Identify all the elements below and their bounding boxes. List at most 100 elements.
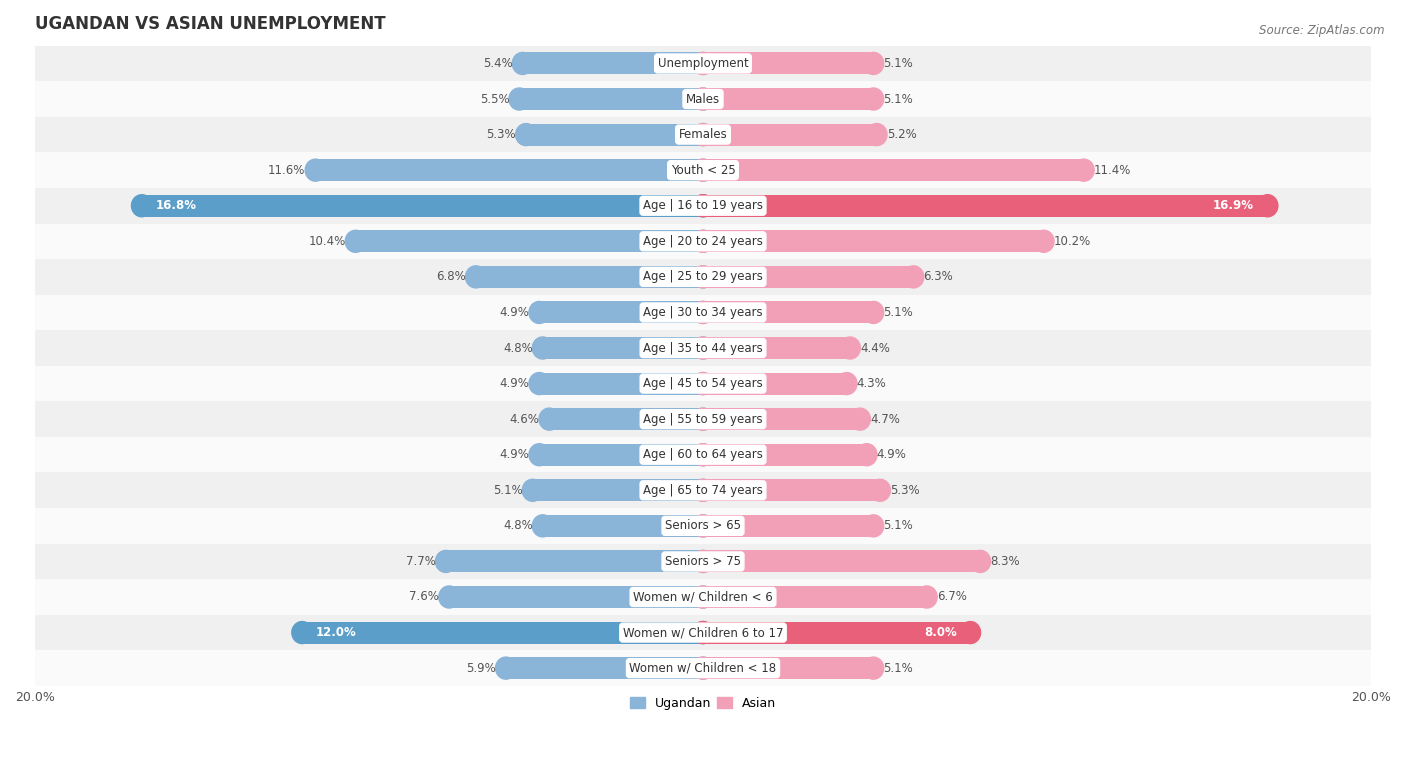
- Circle shape: [693, 515, 713, 537]
- Circle shape: [292, 621, 312, 643]
- Bar: [35, 330, 1371, 366]
- Text: 5.2%: 5.2%: [887, 128, 917, 141]
- Text: 6.7%: 6.7%: [936, 590, 967, 603]
- Text: 7.6%: 7.6%: [409, 590, 439, 603]
- Bar: [35, 81, 1371, 117]
- Circle shape: [693, 88, 713, 110]
- Circle shape: [866, 123, 887, 145]
- Circle shape: [903, 266, 924, 288]
- Circle shape: [693, 479, 713, 501]
- Text: 5.9%: 5.9%: [467, 662, 496, 674]
- Circle shape: [529, 301, 550, 323]
- Bar: [543, 515, 703, 537]
- Circle shape: [693, 550, 713, 572]
- Circle shape: [693, 372, 713, 394]
- Text: Women w/ Children < 6: Women w/ Children < 6: [633, 590, 773, 603]
- Circle shape: [970, 550, 991, 572]
- Circle shape: [693, 550, 713, 572]
- Bar: [533, 479, 703, 501]
- Circle shape: [516, 123, 536, 145]
- Circle shape: [1033, 230, 1054, 252]
- Circle shape: [693, 88, 713, 110]
- Text: UGANDAN VS ASIAN UNEMPLOYMENT: UGANDAN VS ASIAN UNEMPLOYMENT: [35, 15, 385, 33]
- Legend: Ugandan, Asian: Ugandan, Asian: [624, 692, 782, 715]
- Text: Source: ZipAtlas.com: Source: ZipAtlas.com: [1260, 24, 1385, 37]
- Text: 4.9%: 4.9%: [877, 448, 907, 461]
- Circle shape: [439, 586, 460, 608]
- Circle shape: [960, 621, 980, 643]
- Bar: [142, 195, 703, 217]
- Bar: [356, 230, 703, 252]
- Bar: [703, 88, 873, 110]
- Text: Age | 35 to 44 years: Age | 35 to 44 years: [643, 341, 763, 354]
- Text: Youth < 25: Youth < 25: [671, 164, 735, 176]
- Bar: [35, 508, 1371, 544]
- Bar: [35, 472, 1371, 508]
- Text: 10.2%: 10.2%: [1053, 235, 1091, 248]
- Circle shape: [693, 657, 713, 679]
- Text: 7.7%: 7.7%: [406, 555, 436, 568]
- Circle shape: [693, 230, 713, 252]
- Circle shape: [522, 479, 543, 501]
- Bar: [35, 45, 1371, 81]
- Text: Unemployment: Unemployment: [658, 57, 748, 70]
- Bar: [315, 159, 703, 181]
- Circle shape: [693, 159, 713, 181]
- Circle shape: [346, 230, 366, 252]
- Text: 4.9%: 4.9%: [499, 377, 529, 390]
- Circle shape: [856, 444, 877, 466]
- Circle shape: [693, 586, 713, 608]
- Bar: [35, 152, 1371, 188]
- Circle shape: [870, 479, 890, 501]
- Text: 16.9%: 16.9%: [1213, 199, 1254, 212]
- Bar: [35, 650, 1371, 686]
- Circle shape: [917, 586, 938, 608]
- Bar: [703, 123, 877, 145]
- Text: 11.6%: 11.6%: [269, 164, 305, 176]
- Circle shape: [693, 195, 713, 217]
- Bar: [35, 615, 1371, 650]
- Text: 6.8%: 6.8%: [436, 270, 465, 283]
- Bar: [543, 337, 703, 359]
- Bar: [35, 117, 1371, 152]
- Text: Seniors > 65: Seniors > 65: [665, 519, 741, 532]
- Circle shape: [693, 123, 713, 145]
- Circle shape: [863, 301, 884, 323]
- Text: 5.4%: 5.4%: [482, 57, 513, 70]
- Circle shape: [132, 195, 152, 217]
- Circle shape: [529, 372, 550, 394]
- Circle shape: [305, 159, 326, 181]
- Bar: [703, 337, 851, 359]
- Bar: [703, 657, 873, 679]
- Text: 5.3%: 5.3%: [890, 484, 920, 497]
- Text: 10.4%: 10.4%: [308, 235, 346, 248]
- Circle shape: [693, 52, 713, 74]
- Circle shape: [1073, 159, 1094, 181]
- Text: Seniors > 75: Seniors > 75: [665, 555, 741, 568]
- Circle shape: [693, 621, 713, 643]
- Text: 4.8%: 4.8%: [503, 341, 533, 354]
- Text: 4.4%: 4.4%: [860, 341, 890, 354]
- Circle shape: [693, 159, 713, 181]
- Bar: [703, 621, 970, 643]
- Bar: [35, 223, 1371, 259]
- Circle shape: [436, 550, 456, 572]
- Circle shape: [839, 337, 860, 359]
- Circle shape: [693, 52, 713, 74]
- Circle shape: [693, 444, 713, 466]
- Text: 5.5%: 5.5%: [479, 92, 509, 105]
- Text: 6.3%: 6.3%: [924, 270, 953, 283]
- Circle shape: [693, 621, 713, 643]
- Text: 5.1%: 5.1%: [494, 484, 523, 497]
- Circle shape: [693, 657, 713, 679]
- Text: Age | 30 to 34 years: Age | 30 to 34 years: [643, 306, 763, 319]
- Bar: [523, 52, 703, 74]
- Bar: [526, 123, 703, 145]
- Circle shape: [693, 230, 713, 252]
- Text: 5.3%: 5.3%: [486, 128, 516, 141]
- Bar: [703, 479, 880, 501]
- Bar: [550, 408, 703, 430]
- Circle shape: [538, 408, 560, 430]
- Text: Age | 45 to 54 years: Age | 45 to 54 years: [643, 377, 763, 390]
- Circle shape: [693, 444, 713, 466]
